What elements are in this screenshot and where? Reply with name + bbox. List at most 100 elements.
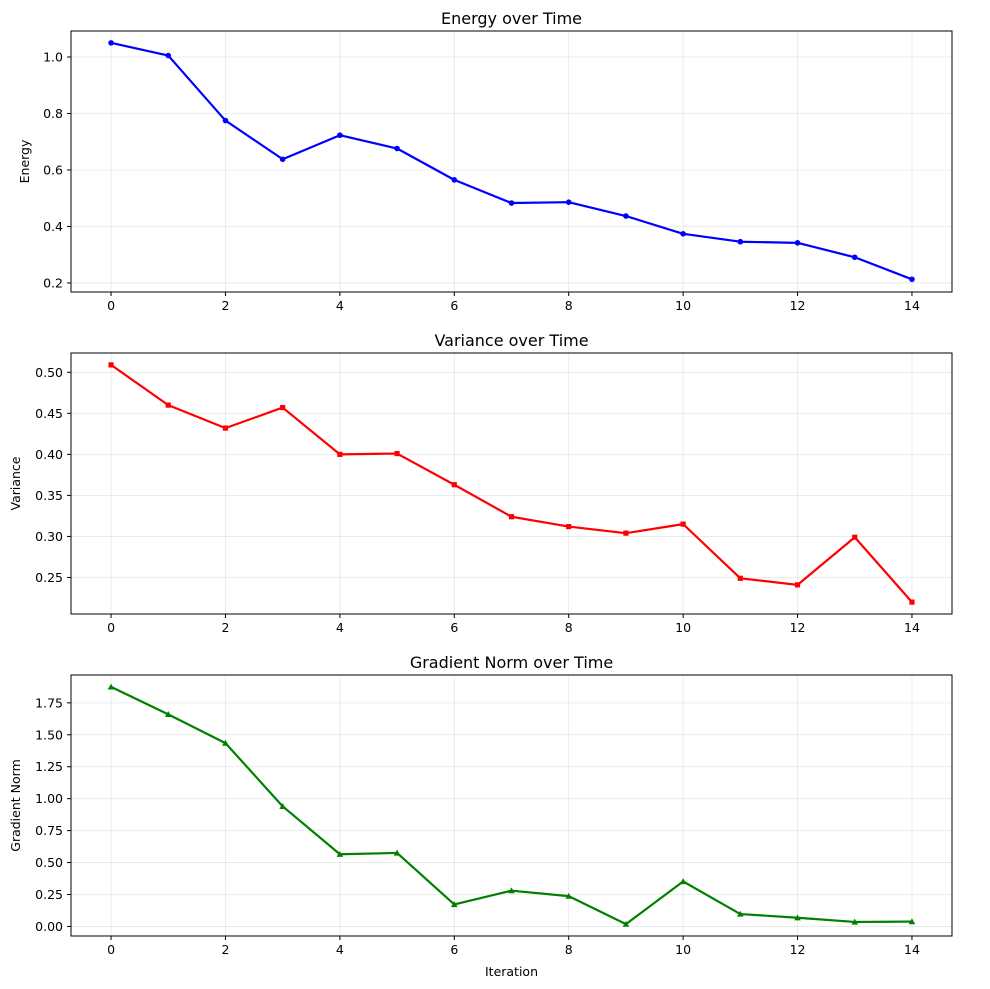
data-point (909, 276, 915, 283)
chart-title: Gradient Norm over Time (410, 653, 613, 672)
data-point (450, 901, 458, 908)
x-tick-label: 8 (565, 298, 573, 313)
data-point (451, 482, 457, 488)
x-tick-label: 14 (904, 942, 920, 957)
y-tick-label: 0.50 (35, 855, 63, 870)
chart-panel-3: 0 2 4 6 8 10 12 14 0.00 0.25 0.50 0.75 1.00 1.25 1.50 1… (8, 653, 953, 979)
data-point (851, 918, 859, 925)
y-tick-label: 0.4 (43, 219, 63, 234)
y-axis-label: Gradient Norm (8, 759, 23, 851)
data-point (565, 199, 572, 205)
y-tick-label: 0.00 (35, 919, 63, 934)
x-tick-label: 0 (107, 620, 115, 635)
series-line (110, 364, 913, 603)
x-tick-label: 6 (450, 620, 458, 635)
data-point (852, 534, 858, 540)
y-tick-label: 1.0 (43, 49, 63, 64)
data-point (566, 523, 572, 530)
x-tick-label: 10 (675, 298, 691, 313)
data-point (280, 404, 286, 411)
x-tick-label: 12 (790, 298, 806, 313)
chart-title: Energy over Time (441, 9, 582, 28)
data-point (394, 450, 400, 457)
data-point (393, 849, 401, 856)
x-tick-label: 12 (790, 620, 806, 635)
y-tick-label: 0.30 (35, 529, 63, 544)
data-point (165, 402, 171, 408)
data-point (107, 683, 115, 690)
x-tick-label: 4 (336, 620, 344, 635)
series-line (110, 41, 913, 281)
data-point (108, 362, 114, 368)
x-tick-label: 14 (904, 620, 920, 635)
chart-panel-2: 0 2 4 6 8 10 12 14 0.25 0.30 0.35 0.40 0.45 0.50 Varia… (8, 331, 953, 635)
x-tick-label: 8 (565, 942, 573, 957)
data-point (337, 451, 343, 457)
data-point (679, 878, 687, 885)
data-point (908, 918, 916, 925)
x-tick-label: 2 (221, 298, 229, 313)
data-point (622, 920, 630, 927)
x-tick-label: 2 (221, 620, 229, 635)
y-tick-label: 0.75 (35, 823, 63, 838)
data-point (279, 803, 286, 809)
data-point (222, 117, 229, 124)
data-point (680, 521, 686, 527)
x-tick-label: 6 (450, 298, 458, 313)
y-tick-label: 0.35 (35, 488, 63, 503)
x-tick-label: 4 (336, 298, 344, 313)
y-tick-label: 0.25 (35, 570, 63, 585)
data-point (794, 914, 801, 921)
y-tick-label: 0.2 (43, 275, 63, 290)
x-tick-label: 8 (565, 620, 573, 635)
data-point (737, 238, 744, 245)
y-tick-label: 0.45 (35, 406, 63, 421)
data-point (680, 231, 686, 237)
x-tick-label: 6 (450, 942, 458, 957)
data-point (336, 850, 344, 857)
data-point (623, 213, 629, 219)
chart-title: Variance over Time (434, 331, 588, 350)
y-tick-label: 1.25 (35, 759, 63, 774)
y-tick-label: 0.6 (43, 162, 63, 177)
x-tick-label: 2 (221, 942, 229, 957)
data-point (565, 892, 573, 899)
x-tick-label: 10 (675, 620, 691, 635)
data-point (222, 425, 229, 431)
data-point (737, 910, 744, 917)
data-point (794, 240, 801, 246)
data-point (851, 254, 858, 261)
x-tick-label: 12 (790, 942, 806, 957)
x-tick-label: 14 (904, 298, 920, 313)
data-point (222, 739, 229, 746)
y-tick-label: 0.40 (35, 447, 63, 462)
y-tick-label: 0.25 (35, 887, 63, 902)
x-tick-label: 0 (107, 298, 115, 313)
data-point (508, 514, 515, 520)
data-point (451, 177, 458, 183)
plot-frame (70, 674, 953, 937)
data-point (508, 200, 515, 206)
y-tick-label: 0.50 (35, 365, 63, 380)
x-tick-label: 4 (336, 942, 344, 957)
data-point (165, 52, 172, 59)
y-axis-label: Energy (17, 139, 32, 183)
data-point (108, 40, 114, 46)
data-point (394, 145, 400, 152)
x-axis-label: Iteration (485, 964, 538, 979)
data-point (737, 575, 743, 581)
y-tick-label: 1.75 (35, 695, 63, 710)
data-point (279, 156, 286, 163)
y-axis-label: Variance (8, 456, 23, 510)
x-tick-label: 0 (107, 942, 115, 957)
x-tick-label: 10 (675, 942, 691, 957)
data-point (337, 132, 343, 139)
y-tick-label: 0.8 (43, 106, 63, 121)
data-point (508, 887, 515, 894)
data-point (794, 582, 801, 588)
plot-frame (70, 352, 953, 615)
chart-panel-1: 0 2 4 6 8 10 12 14 0.2 0.4 0.6 0.8 1.0 Energy over Ti… (17, 9, 953, 313)
data-point (164, 711, 172, 717)
data-point (623, 530, 629, 536)
